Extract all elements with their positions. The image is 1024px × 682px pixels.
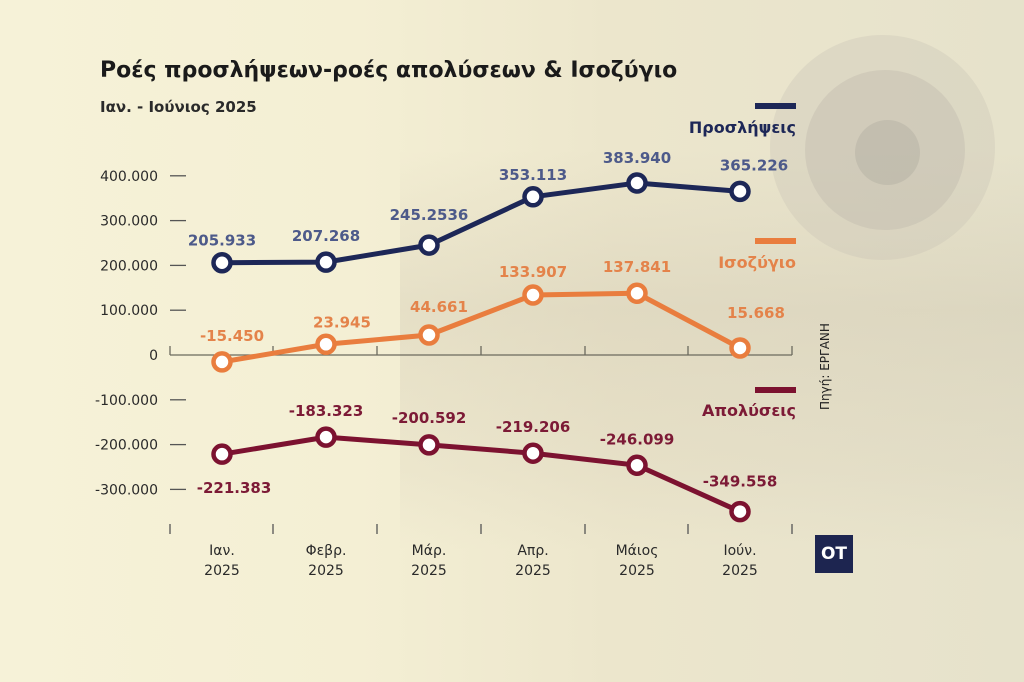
data-label-balance: -15.450	[200, 327, 264, 345]
x-tick-label-year: 2025	[722, 563, 758, 579]
data-point-balance	[315, 333, 337, 356]
chart-title: Ροές προσλήψεων-ροές απολύσεων & Ισοζύγι…	[100, 58, 678, 83]
legend-label-layoffs: Απολύσεις	[702, 401, 796, 420]
data-label-layoffs: -183.323	[289, 402, 364, 420]
data-point-balance	[211, 351, 233, 373]
data-point-hires	[211, 251, 233, 274]
legend-swatch-layoffs	[755, 387, 796, 393]
x-tick-label-month: Μάιος	[616, 543, 659, 559]
x-tick-label-month: Φεβρ.	[306, 543, 347, 559]
decorative-circle-inner	[855, 120, 920, 185]
series-line-balance	[221, 290, 742, 365]
y-tick-label: 0	[149, 348, 158, 364]
data-label-balance: 15.668	[727, 304, 785, 322]
background-photo-people	[400, 150, 1024, 550]
y-tick-label: 100.000	[100, 303, 158, 319]
x-tick-label-year: 2025	[619, 563, 655, 579]
y-tick-label: -300.000	[95, 482, 158, 498]
series-line-layoffs	[221, 434, 742, 514]
decorative-circle-outer	[770, 35, 995, 260]
y-tick-label: 400.000	[100, 169, 158, 185]
y-tick-label: -200.000	[95, 438, 158, 454]
data-point-hires	[626, 172, 648, 194]
data-label-balance: 137.841	[603, 258, 671, 276]
data-label-hires: 365.226	[720, 156, 788, 174]
x-tick-label-year: 2025	[515, 563, 551, 579]
x-tick-label-year: 2025	[411, 563, 447, 579]
data-point-balance	[522, 284, 544, 306]
decorative-circle-middle	[805, 70, 965, 230]
data-label-balance: 23.945	[313, 313, 371, 331]
x-tick-label-month: Μάρ.	[412, 543, 447, 559]
y-tick-label: 300.000	[100, 214, 158, 230]
data-point-hires	[315, 251, 337, 273]
data-point-layoffs	[729, 500, 751, 523]
source-note: Πηγή: ΕΡΓΑΝΗ	[818, 323, 832, 410]
data-label-balance: 44.661	[410, 298, 468, 316]
data-point-layoffs	[211, 443, 233, 465]
data-label-hires: 245.2536	[390, 206, 469, 224]
legend-swatch-balance	[755, 238, 796, 244]
data-label-layoffs: -246.099	[600, 430, 675, 448]
data-label-layoffs: -349.558	[703, 473, 778, 491]
data-point-layoffs	[315, 426, 337, 448]
data-point-hires	[418, 234, 440, 256]
x-tick-label-month: Απρ.	[517, 543, 548, 559]
series-line-hires	[221, 180, 741, 266]
data-point-hires	[729, 180, 751, 203]
data-label-layoffs: -219.206	[496, 418, 571, 436]
legend-label-balance: Ισοζύγιο	[718, 253, 796, 272]
data-label-hires: 207.268	[292, 227, 360, 245]
y-tick-label: -100.000	[95, 393, 158, 409]
legend-label-hires: Προσλήψεις	[689, 118, 796, 137]
data-label-layoffs: -221.383	[197, 479, 272, 497]
x-tick-label-year: 2025	[308, 563, 344, 579]
ot-logo: OT	[815, 535, 853, 573]
legend-swatch-hires	[755, 103, 796, 109]
data-label-hires: 353.113	[499, 166, 567, 184]
x-tick-label-month: Ιαν.	[209, 543, 235, 559]
data-point-layoffs	[418, 434, 440, 456]
data-point-balance	[626, 282, 648, 304]
x-tick-label-month: Ιούν.	[723, 543, 756, 559]
data-label-hires: 383.940	[603, 149, 671, 167]
data-point-balance	[729, 337, 751, 359]
data-label-hires: 205.933	[188, 232, 256, 250]
chart-subtitle: Ιαν. - Ιούνιος 2025	[100, 98, 257, 116]
data-point-layoffs	[522, 442, 544, 464]
x-tick-label-year: 2025	[204, 563, 240, 579]
data-label-balance: 133.907	[499, 263, 567, 281]
data-point-hires	[522, 186, 544, 208]
data-label-layoffs: -200.592	[392, 409, 467, 427]
data-point-balance	[418, 324, 440, 346]
data-point-layoffs	[626, 454, 648, 477]
y-tick-label: 200.000	[100, 258, 158, 274]
